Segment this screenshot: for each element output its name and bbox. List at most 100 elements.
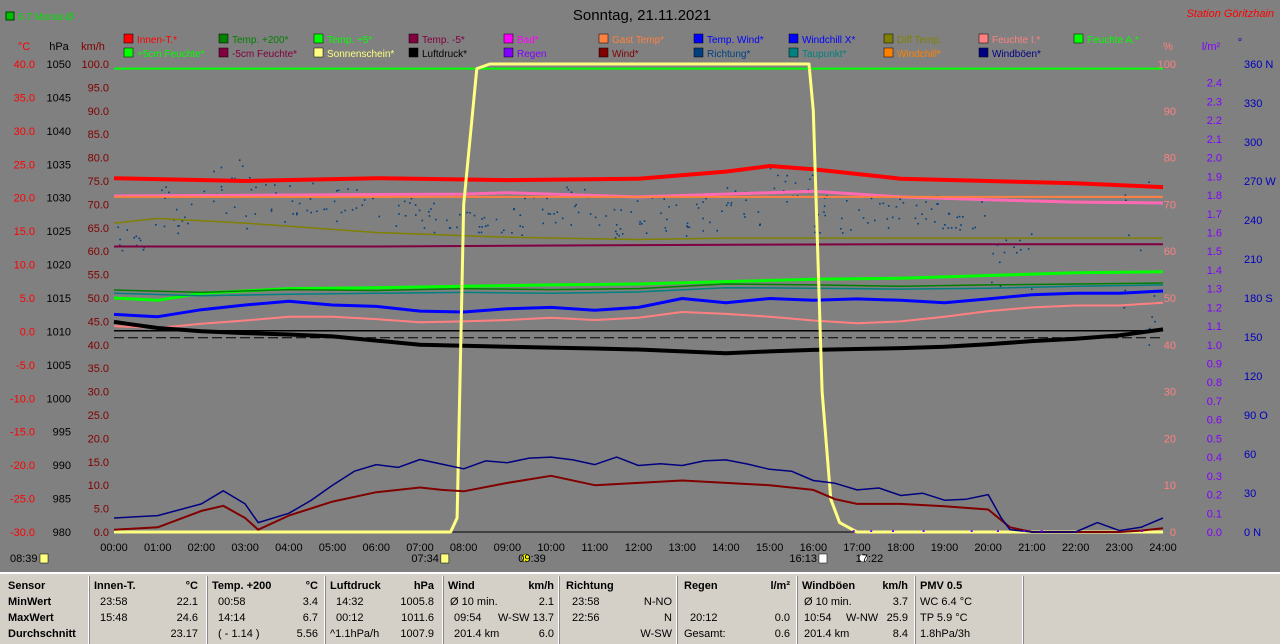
legend-label: Richtung*	[707, 49, 750, 60]
rain-tick-label: 2.0	[1207, 153, 1222, 165]
direction-point	[333, 200, 336, 203]
direction-point	[999, 285, 1002, 287]
legend-label: Gast Temp*	[612, 35, 664, 46]
rain-tick-label: 1.1	[1207, 321, 1222, 333]
direction-point	[312, 182, 314, 185]
humidity-tick-label: 50	[1164, 293, 1176, 305]
direction-point	[409, 202, 411, 204]
chart-axes: 40.0 35.0 30.0 25.0 20.0 15.0 10.0 5.0 0.0 -5.0 -1…	[10, 59, 1276, 554]
legend-label: Feuchte A.*	[1087, 35, 1139, 46]
direction-point	[234, 177, 236, 180]
direction-point	[221, 189, 223, 191]
direction-point	[255, 186, 257, 189]
direction-point	[730, 202, 733, 204]
rain-tick-label: 1.2	[1207, 302, 1222, 314]
direction-point	[899, 198, 901, 201]
row-label-min: MinWert	[8, 596, 52, 608]
direction-point	[245, 215, 247, 217]
speed-tick-label: 5.0	[94, 504, 109, 516]
legend-label: Temp. +5*	[327, 35, 372, 46]
direction-point	[589, 213, 592, 215]
direction-point	[433, 202, 435, 205]
direction-point	[138, 237, 141, 240]
direction-point	[862, 217, 865, 219]
direction-point	[915, 204, 918, 207]
time-tick-label: 06:00	[362, 542, 390, 554]
legend-swatch	[883, 33, 894, 44]
direction-point	[594, 216, 597, 219]
direction-point	[702, 201, 704, 203]
direction-point	[777, 174, 779, 177]
direction-point	[549, 213, 551, 215]
rain-tick-label: 0.6	[1207, 415, 1222, 427]
direction-point	[513, 208, 515, 211]
direction-point	[1013, 246, 1015, 248]
rain-tick-label: 1.0	[1207, 340, 1222, 352]
direction-point	[456, 226, 458, 229]
direction-point	[841, 232, 844, 234]
legend-label: Bad*	[517, 35, 539, 46]
direction-point	[356, 189, 358, 191]
row-label-avg: Durchschnitt	[8, 628, 76, 640]
direction-point	[270, 208, 273, 211]
direction-point	[378, 215, 381, 218]
direction-point	[619, 228, 622, 230]
direction-point	[220, 185, 223, 188]
legend-label: Feuchte I.*	[992, 35, 1040, 46]
direction-point	[119, 244, 121, 246]
rain-tick-label: 1.5	[1207, 246, 1222, 258]
direction-tick-label: 30	[1244, 488, 1256, 500]
time-tick-label: 12:00	[625, 542, 653, 554]
direction-point	[398, 213, 400, 215]
direction-point	[613, 208, 616, 211]
direction-point	[786, 174, 788, 177]
series-line	[113, 217, 1163, 241]
moon-label: 17:22	[856, 553, 884, 565]
temp-tick-label: 30.0	[14, 126, 35, 138]
direction-point	[972, 227, 974, 230]
direction-point	[1124, 194, 1127, 197]
direction-point	[807, 188, 810, 191]
time-tick-label: 02:00	[188, 542, 216, 554]
speed-tick-label: 20.0	[88, 433, 109, 445]
direction-point	[664, 227, 667, 229]
direction-point	[874, 219, 876, 222]
legend-label: Temp. +200*	[232, 35, 289, 46]
pressure-tick-label: 985	[53, 494, 71, 506]
direction-point	[519, 214, 522, 216]
direction-point	[921, 213, 923, 215]
direction-point	[119, 238, 121, 241]
speed-tick-label: 10.0	[88, 480, 109, 492]
pressure-tick-label: 1005	[47, 360, 71, 372]
temp-tick-label: -5.0	[16, 360, 35, 372]
regen-max-time: 20:12	[690, 612, 718, 624]
direction-point	[727, 202, 729, 204]
direction-point	[430, 208, 432, 210]
direction-point	[1151, 316, 1153, 318]
direction-point	[574, 205, 576, 208]
direction-point	[992, 252, 994, 255]
direction-point	[481, 218, 483, 220]
direction-point	[246, 227, 248, 230]
series-line	[113, 456, 1164, 533]
boeen-max-time: 10:54	[804, 612, 832, 624]
direction-point	[641, 222, 643, 225]
time-tick-label: 15:00	[756, 542, 784, 554]
direction-point	[665, 230, 667, 232]
direction-point	[962, 216, 964, 218]
direction-point	[639, 223, 641, 225]
direction-point	[956, 216, 959, 219]
pressure-tick-label: 1035	[47, 159, 71, 171]
pressure-tick-label: 980	[53, 527, 71, 539]
direction-point	[566, 186, 568, 189]
time-tick-label: 13:00	[668, 542, 696, 554]
direction-point	[870, 197, 873, 200]
humidity-tick-label: 30	[1164, 387, 1176, 399]
series-line	[113, 189, 1164, 205]
direction-point	[584, 188, 586, 191]
direction-point	[340, 211, 343, 214]
legend-swatch	[313, 33, 324, 44]
time-tick-label: 05:00	[319, 542, 347, 554]
humidity-tick-label: 0	[1170, 527, 1176, 539]
boeen-unit: km/h	[882, 580, 908, 592]
